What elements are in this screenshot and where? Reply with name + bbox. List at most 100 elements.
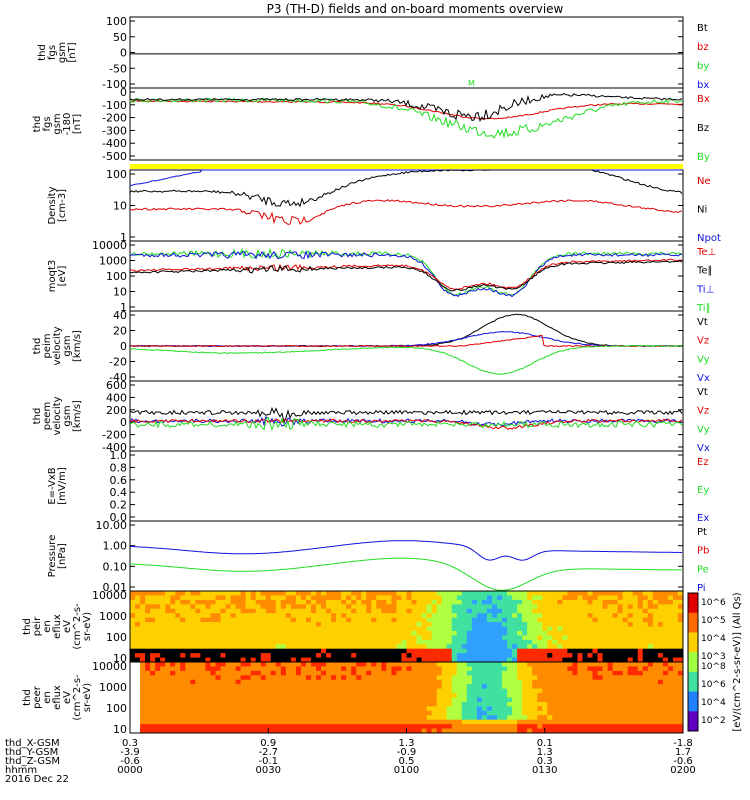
heatmap-cell [331,684,337,690]
heatmap-cell [396,693,402,698]
heatmap-cell [255,648,262,654]
heatmap-cell [190,666,196,672]
heatmap-cell [542,608,548,614]
heatmap-cell [290,635,297,641]
heatmap-cell [316,724,322,730]
heatmap-cell [135,662,141,667]
heatmap-cell [245,715,252,721]
heatmap-cell [160,626,166,632]
heatmap-cell [140,608,146,614]
legend-Ne: Ne [697,176,711,187]
heatmap-cell [300,617,307,623]
heatmap-cell [351,635,357,641]
heatmap-cell [562,648,568,654]
heatmap-cell [426,604,433,610]
heatmap-cell [200,688,206,694]
heatmap-cell [235,724,242,730]
heatmap-cell [346,701,352,707]
heatmap-cell [391,706,397,712]
heatmap-cell [150,635,156,641]
heatmap-cell [542,613,548,619]
heatmap-cell [592,679,599,685]
heatmap-cell [632,604,639,610]
heatmap-cell [180,670,186,676]
heatmap-cell [562,599,568,605]
heatmap-cell [612,626,619,632]
heatmap-cell [401,622,407,627]
heatmap-cell [130,644,136,650]
heatmap-cell [386,599,392,605]
heatmap-cell [517,715,523,721]
heatmap-cell [547,591,553,596]
heatmap-cell [522,675,528,681]
heatmap-cell [436,622,443,627]
heatmap-cell [280,595,287,601]
heatmap-cell [406,724,413,730]
heatmap-cell [336,608,342,614]
heatmap-cell [466,630,473,636]
heatmap-cell [612,613,619,619]
heatmap-cell [652,630,659,636]
heatmap-cell [672,635,679,641]
heatmap-cell [517,724,523,730]
heatmap-cell [426,608,433,614]
heatmap-cell [652,706,659,712]
heatmap-cell [622,684,629,690]
heatmap-cell [421,666,428,672]
heatmap-cell [652,684,659,690]
heatmap-cell [140,724,146,730]
heatmap-cell [446,715,453,721]
heatmap-cell [225,710,232,716]
heatmap-cell [210,662,216,667]
heatmap-cell [225,644,232,650]
heatmap-cell [210,724,216,730]
heatmap-cell [632,617,639,623]
heatmap-cell [341,666,347,672]
heatmap-cell [532,644,538,650]
y-tick-label: 1000 [99,255,127,268]
heatmap-cell [602,657,609,663]
heatmap-cell [547,724,553,730]
heatmap-cell [401,635,407,641]
heatmap-cell [160,666,166,672]
heatmap-cell [637,639,644,645]
heatmap-cell [436,617,443,623]
heatmap-cell [220,648,227,654]
heatmap-cell [210,644,216,650]
heatmap-cell [280,728,287,734]
heatmap-cell [456,644,463,650]
heatmap-cell [316,706,322,712]
heatmap-cell [527,675,533,681]
heatmap-cell [567,675,573,681]
heatmap-cell [627,648,634,654]
heatmap-cell [356,662,362,667]
heatmap-cell [451,591,458,596]
heatmap-cell [230,630,237,636]
heatmap-cell [361,630,367,636]
heatmap-cell [517,622,523,627]
heatmap-cell [622,591,629,596]
heatmap-cell [396,617,402,623]
heatmap-cell [280,622,287,627]
heatmap-cell [145,710,151,716]
heatmap-cell [466,644,473,650]
heatmap-cell [662,608,669,614]
heatmap-cell [466,591,473,596]
heatmap-cell [416,728,423,734]
heatmap-cell [562,653,568,659]
heatmap-cell [401,653,407,659]
heatmap-cell [416,710,423,716]
heatmap-cell [290,728,297,734]
heatmap-cell [577,666,583,672]
heatmap-cell [567,653,573,659]
heatmap-cell [170,688,176,694]
heatmap-cell [386,724,392,730]
heatmap-cell [602,688,609,694]
heatmap-cell [145,657,151,663]
heatmap-cell [401,617,407,623]
heatmap-cell [391,599,397,605]
y-tick-label: 1 [120,301,127,314]
heatmap-cell [527,693,533,698]
heatmap-cell [527,648,533,654]
heatmap-cell [587,591,594,596]
